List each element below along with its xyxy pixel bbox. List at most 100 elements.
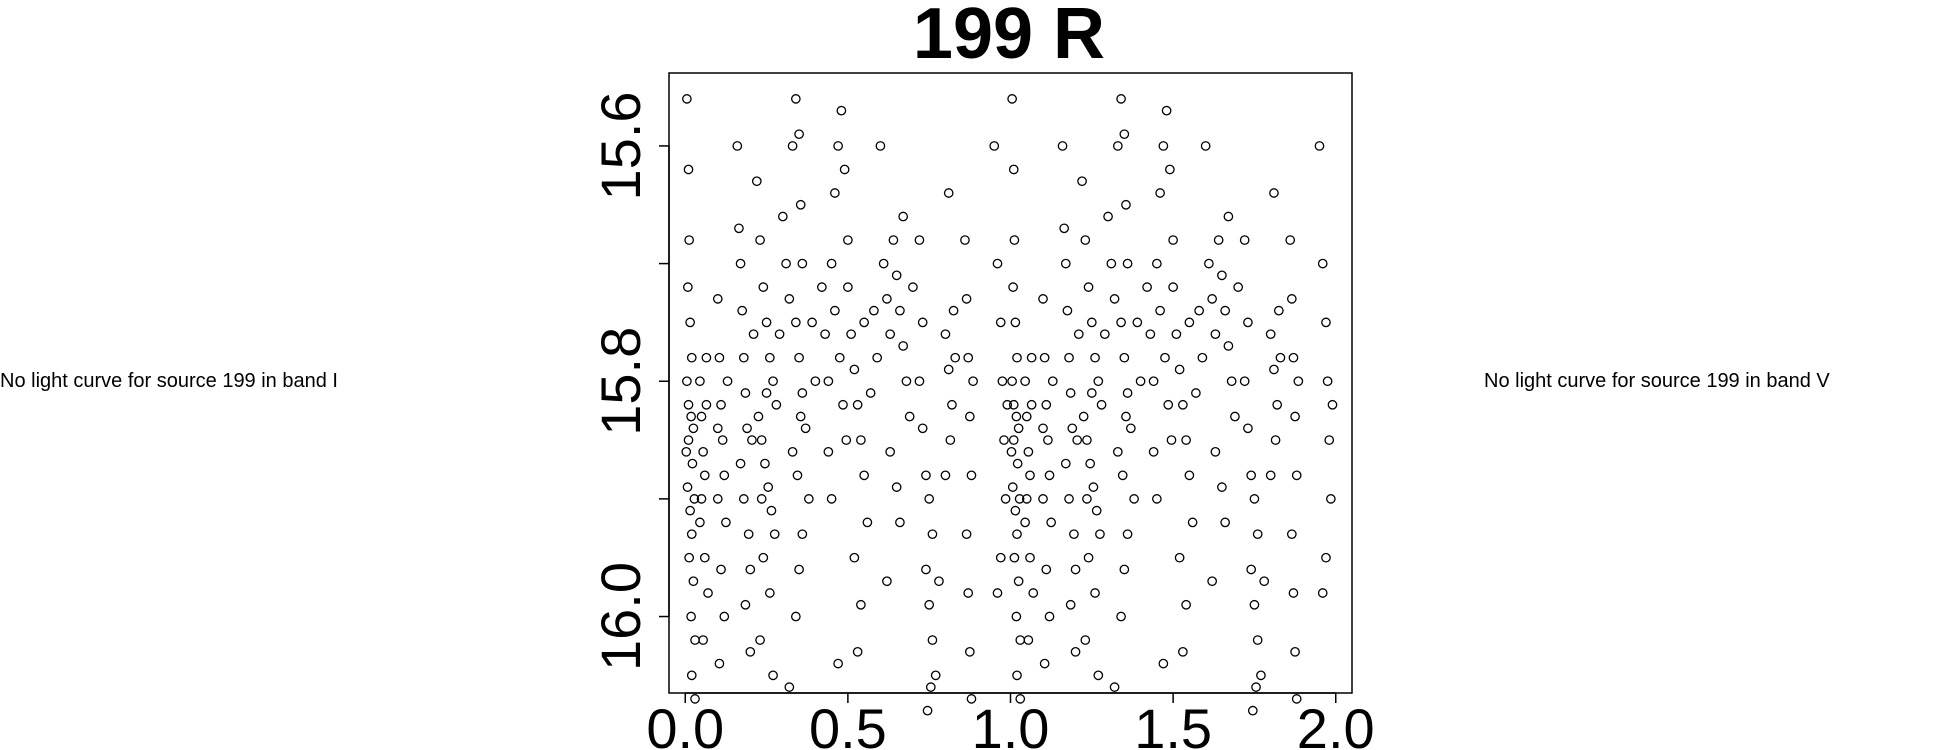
data-point (699, 552, 710, 563)
data-point (790, 611, 801, 622)
data-point (768, 670, 778, 681)
x-tick-label: 0.0 (646, 697, 724, 750)
data-point (1269, 188, 1279, 198)
data-point (882, 294, 892, 304)
x-tick-label: 1.0 (972, 697, 1050, 750)
data-point (1256, 670, 1266, 681)
data-point (1184, 470, 1195, 481)
data-point (769, 529, 780, 540)
data-point (1251, 682, 1261, 692)
data-point (745, 646, 756, 657)
data-point (1086, 388, 1097, 398)
data-point (1009, 552, 1020, 563)
data-point (966, 694, 977, 704)
y-tick-label: 15.8 (589, 327, 652, 436)
data-point (1008, 435, 1019, 445)
data-point (924, 494, 935, 504)
data-point (865, 388, 876, 398)
data-point (751, 176, 762, 187)
data-point (742, 423, 752, 434)
data-point (901, 376, 912, 387)
data-point (1165, 164, 1175, 175)
data-point (1078, 411, 1089, 422)
data-point (1015, 635, 1026, 645)
data-point (800, 423, 811, 434)
data-point (930, 670, 941, 681)
data-point (1168, 282, 1178, 292)
data-point (764, 588, 775, 598)
data-point (1200, 141, 1211, 151)
data-point (695, 376, 705, 387)
data-point (1015, 694, 1026, 704)
data-point (1044, 611, 1055, 622)
data-point (966, 470, 977, 481)
data-point (859, 317, 869, 328)
data-point (1275, 352, 1286, 363)
data-point (698, 635, 709, 645)
data-point (1026, 352, 1037, 363)
data-point (1223, 211, 1234, 222)
data-point (1023, 446, 1034, 457)
data-point (1246, 564, 1257, 575)
data-point (1184, 317, 1195, 328)
data-point (839, 164, 850, 175)
data-point (681, 446, 692, 457)
data-point (1322, 376, 1333, 387)
data-point (820, 329, 830, 340)
data-point (1007, 482, 1018, 492)
data-point (794, 352, 804, 363)
data-point (945, 435, 956, 445)
data-point (1286, 294, 1297, 304)
data-point (922, 705, 933, 716)
data-point (1174, 552, 1185, 563)
data-point (686, 352, 697, 363)
data-point (1025, 470, 1035, 481)
data-point (1060, 258, 1071, 269)
data-point (878, 258, 889, 269)
data-point (755, 635, 765, 645)
data-point (1046, 517, 1057, 528)
data-point (743, 529, 754, 540)
data-point (963, 588, 974, 598)
data-point (836, 105, 847, 116)
data-point (684, 235, 695, 245)
data-point (1090, 588, 1100, 598)
data-point (849, 552, 860, 563)
data-point (1152, 494, 1162, 504)
data-point (790, 94, 801, 104)
data-point (1008, 164, 1019, 175)
data-point (737, 305, 748, 316)
data-point (1243, 423, 1253, 434)
data-point (1122, 388, 1133, 398)
data-point (712, 494, 723, 504)
data-point (1155, 305, 1165, 316)
data-point (1038, 294, 1048, 304)
data-point (1103, 211, 1113, 222)
data-point (888, 235, 899, 245)
data-point (686, 611, 696, 622)
data-point (830, 305, 840, 316)
data-point (1082, 435, 1092, 445)
x-tick-label: 0.5 (809, 697, 887, 750)
data-point (696, 494, 707, 504)
data-point (859, 470, 869, 481)
data-point (917, 317, 928, 328)
data-point (856, 599, 866, 610)
data-point (1099, 329, 1110, 340)
data-point (925, 682, 936, 692)
data-point (1002, 399, 1013, 410)
data-point (843, 282, 853, 292)
data-point (1067, 423, 1078, 434)
data-point (834, 352, 845, 363)
data-point (682, 376, 692, 387)
data-point (948, 305, 959, 316)
data-point (1011, 611, 1022, 622)
data-point (1008, 282, 1018, 292)
data-point (1012, 352, 1022, 363)
data-point (714, 658, 725, 669)
data-point (688, 423, 699, 434)
data-point (1012, 670, 1022, 681)
data-point (914, 376, 925, 387)
data-point (885, 329, 896, 340)
data-point (1174, 364, 1185, 375)
